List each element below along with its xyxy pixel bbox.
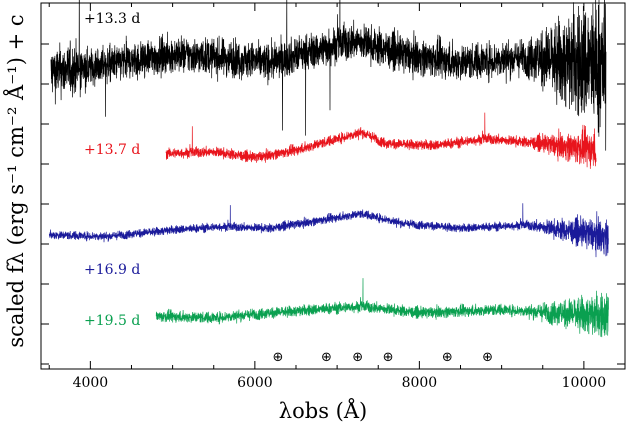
series-label-1: +13.3 d <box>84 11 140 27</box>
telluric-marker-1: ⊕ <box>272 350 283 365</box>
series-line-3 <box>48 203 609 258</box>
telluric-marker-5: ⊕ <box>442 350 453 365</box>
series-label-4: +19.5 d <box>84 313 140 329</box>
x-tick-label-3: 8000 <box>402 375 438 391</box>
telluric-marker-3: ⊕ <box>352 350 363 365</box>
series-line-2 <box>165 112 597 169</box>
plot-frame <box>40 2 626 370</box>
telluric-marker-2: ⊕ <box>321 350 332 365</box>
x-axis-title: λobs (Å) <box>279 398 367 423</box>
series-label-2: +13.7 d <box>84 142 140 158</box>
series-label-3: +16.9 d <box>84 262 140 278</box>
series-line-1 <box>50 0 607 151</box>
telluric-markers: ⊕ ⊕ ⊕ ⊕ ⊕ ⊕ <box>272 350 493 365</box>
x-tick-label-1: 4000 <box>73 375 109 391</box>
axes: 4000 6000 8000 10000 <box>40 2 626 391</box>
series-labels: +13.3 d +13.7 d +16.9 d +19.5 d <box>84 11 140 329</box>
telluric-marker-6: ⊕ <box>482 350 493 365</box>
x-tick-label-4: 10000 <box>562 375 607 391</box>
series-layer <box>48 0 609 338</box>
y-axis-title: scaled fλ (erg s⁻¹ cm⁻² Å⁻¹) + c <box>3 14 28 347</box>
series-line-4 <box>155 278 609 338</box>
x-tick-label-2: 6000 <box>237 375 273 391</box>
telluric-marker-4: ⊕ <box>383 350 394 365</box>
